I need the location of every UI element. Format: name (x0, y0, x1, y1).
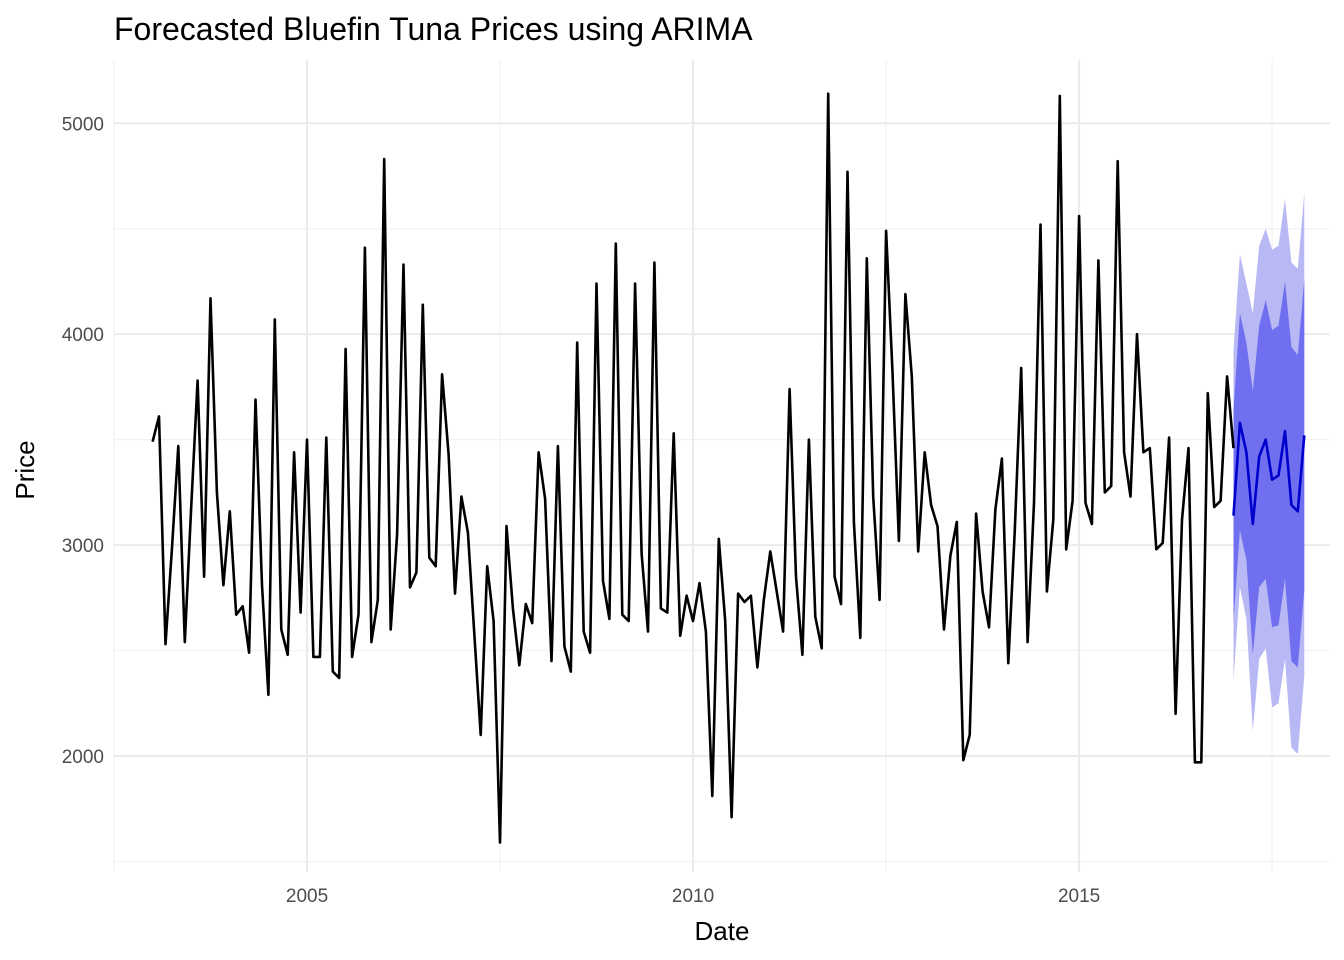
grid (113, 60, 1330, 872)
forecast-line (1232, 421, 1306, 526)
chart-title: Forecasted Bluefin Tuna Prices using ARI… (114, 11, 753, 47)
x-axis-title: Date (695, 916, 750, 946)
tick-labels: 2000 3000 4000 5000 2005 2010 2015 (62, 114, 1101, 907)
x-tick-label: 2005 (286, 886, 328, 907)
confidence-bands (1233, 192, 1305, 754)
y-tick-label: 4000 (62, 325, 104, 346)
y-tick-label: 5000 (62, 114, 104, 135)
series-lines (151, 92, 1306, 844)
band-80-area (1233, 279, 1305, 668)
y-tick-label: 2000 (62, 747, 104, 768)
y-tick-label: 3000 (62, 536, 104, 557)
y-axis-title: Price (10, 440, 40, 499)
history-line (151, 92, 1235, 844)
x-tick-label: 2015 (1058, 886, 1100, 907)
x-tick-label: 2010 (672, 886, 714, 907)
